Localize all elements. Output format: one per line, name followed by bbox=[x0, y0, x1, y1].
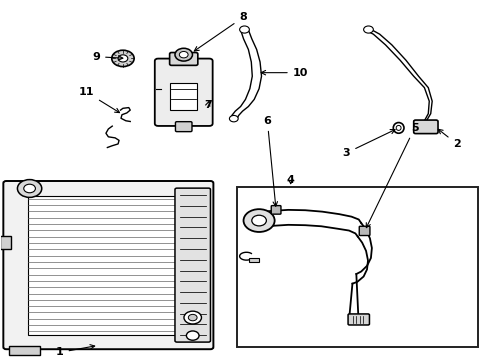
Bar bbox=[0, 235, 11, 249]
FancyBboxPatch shape bbox=[359, 226, 369, 235]
Text: 3: 3 bbox=[342, 130, 394, 158]
Circle shape bbox=[24, 184, 35, 193]
Text: 9: 9 bbox=[92, 51, 122, 62]
Circle shape bbox=[118, 55, 127, 62]
Bar bbox=[170, 84, 197, 110]
Bar bbox=[237, 187, 477, 347]
Circle shape bbox=[186, 331, 199, 340]
FancyBboxPatch shape bbox=[3, 181, 213, 349]
Circle shape bbox=[179, 51, 188, 58]
Text: 10: 10 bbox=[261, 68, 307, 78]
Circle shape bbox=[112, 50, 134, 67]
Circle shape bbox=[239, 26, 249, 33]
Ellipse shape bbox=[392, 122, 403, 133]
Text: 4: 4 bbox=[286, 175, 294, 185]
Circle shape bbox=[175, 48, 192, 61]
Bar bbox=[249, 258, 259, 262]
FancyBboxPatch shape bbox=[271, 206, 281, 214]
Text: 1: 1 bbox=[56, 345, 95, 357]
Circle shape bbox=[251, 215, 266, 226]
FancyBboxPatch shape bbox=[347, 314, 369, 325]
Circle shape bbox=[188, 314, 197, 321]
Ellipse shape bbox=[395, 125, 400, 130]
Text: 5: 5 bbox=[366, 123, 418, 228]
Text: 6: 6 bbox=[263, 116, 277, 206]
Circle shape bbox=[229, 116, 238, 122]
Circle shape bbox=[363, 26, 372, 33]
Circle shape bbox=[183, 311, 201, 324]
Circle shape bbox=[18, 180, 41, 197]
Bar bbox=[9, 346, 40, 355]
FancyBboxPatch shape bbox=[155, 59, 212, 126]
FancyBboxPatch shape bbox=[175, 122, 192, 132]
Text: 8: 8 bbox=[194, 13, 246, 51]
FancyBboxPatch shape bbox=[175, 188, 210, 342]
Text: 2: 2 bbox=[437, 129, 460, 149]
Circle shape bbox=[243, 209, 274, 232]
Text: 7: 7 bbox=[204, 100, 211, 110]
FancyBboxPatch shape bbox=[413, 120, 437, 134]
Bar bbox=[28, 195, 179, 334]
Text: 11: 11 bbox=[79, 87, 119, 113]
FancyBboxPatch shape bbox=[169, 53, 198, 66]
